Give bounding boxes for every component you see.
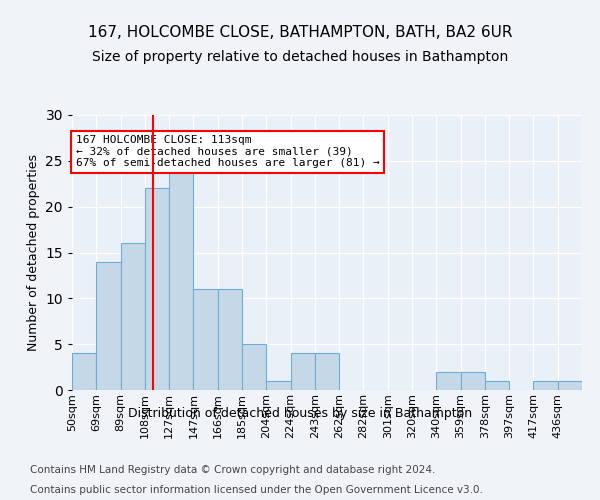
Text: Contains public sector information licensed under the Open Government Licence v3: Contains public sector information licen… — [30, 485, 483, 495]
Bar — [485, 381, 509, 390]
Text: Size of property relative to detached houses in Bathampton: Size of property relative to detached ho… — [92, 50, 508, 64]
Text: 167, HOLCOMBE CLOSE, BATHAMPTON, BATH, BA2 6UR: 167, HOLCOMBE CLOSE, BATHAMPTON, BATH, B… — [88, 25, 512, 40]
Y-axis label: Number of detached properties: Number of detached properties — [27, 154, 40, 351]
Bar — [315, 354, 339, 390]
Bar — [193, 289, 218, 390]
Text: Distribution of detached houses by size in Bathampton: Distribution of detached houses by size … — [128, 408, 472, 420]
Bar — [290, 354, 315, 390]
Text: 167 HOLCOMBE CLOSE: 113sqm
← 32% of detached houses are smaller (39)
67% of semi: 167 HOLCOMBE CLOSE: 113sqm ← 32% of deta… — [76, 135, 380, 168]
Bar — [558, 381, 582, 390]
Bar — [169, 170, 193, 390]
Bar — [436, 372, 461, 390]
Bar — [145, 188, 169, 390]
Text: Contains HM Land Registry data © Crown copyright and database right 2024.: Contains HM Land Registry data © Crown c… — [30, 465, 436, 475]
Bar — [533, 381, 558, 390]
Bar — [72, 354, 96, 390]
Bar — [218, 289, 242, 390]
Bar — [121, 244, 145, 390]
Bar — [461, 372, 485, 390]
Bar — [96, 262, 121, 390]
Bar — [266, 381, 290, 390]
Bar — [242, 344, 266, 390]
